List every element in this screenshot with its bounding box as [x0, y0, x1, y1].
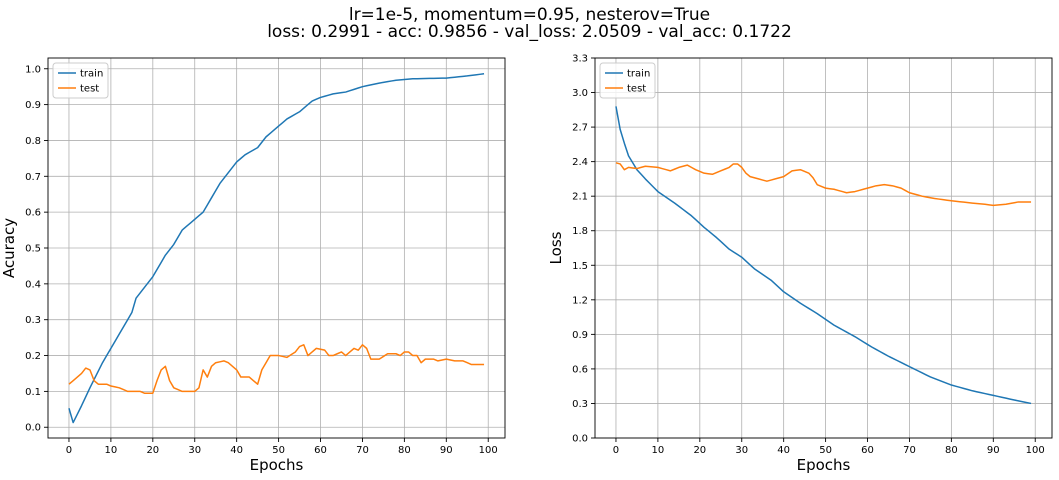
y-tick-label: 0.0 — [25, 423, 41, 434]
y-tick-label: 0.4 — [25, 279, 41, 290]
x-tick-label: 20 — [146, 445, 159, 456]
y-tick-label: 0.9 — [25, 100, 41, 111]
x-tick-label: 60 — [861, 445, 874, 456]
legend: train test — [599, 62, 656, 99]
y-tick-label: 2.1 — [572, 192, 588, 203]
x-tick-label: 0 — [66, 445, 72, 456]
figure-title-line-1: lr=1e-5, momentum=0.95, nesterov=True — [349, 5, 710, 25]
y-tick-label: 0.7 — [25, 172, 41, 183]
x-tick-label: 60 — [314, 445, 327, 456]
y-tick-label: 0.8 — [25, 136, 41, 147]
legend-box — [52, 62, 109, 99]
x-tick-label: 50 — [819, 445, 832, 456]
x-tick-label: 70 — [356, 445, 369, 456]
figure-title-line-2: loss: 0.2991 - acc: 0.9856 - val_loss: 2… — [267, 22, 792, 42]
loss-plot: 0 10 20 30 40 50 60 70 80 90 100 0.0 0.3 0.6 0.9 1.2 1.5… — [547, 54, 1053, 474]
legend-box — [599, 62, 656, 99]
series-line-train — [68, 73, 485, 424]
x-axis-label: Epochs — [797, 456, 851, 474]
accuracy-plot: 0 10 20 30 40 50 60 70 80 90 100 0.0 0.1 0.2 0.3 0.4 0.5… — [0, 57, 506, 474]
y-tick-label: 0.2 — [25, 351, 41, 362]
x-tick-label: 10 — [105, 445, 118, 456]
y-tick-label: 0.3 — [572, 399, 588, 410]
series-line-test — [615, 162, 1032, 207]
y-tick-label: 1.5 — [572, 261, 588, 272]
legend-label-train: train — [80, 69, 103, 80]
x-tick-label: 100 — [479, 445, 498, 456]
y-tick-label: 3.3 — [572, 54, 588, 65]
grid — [48, 58, 505, 438]
legend: train test — [52, 62, 109, 99]
y-tick-label: 1.0 — [25, 64, 41, 75]
y-tick-label: 0.5 — [25, 244, 41, 255]
y-tick-label: 2.4 — [572, 157, 588, 168]
y-tick-label: 0.6 — [25, 208, 41, 219]
x-tick-label: 30 — [188, 445, 201, 456]
x-tick-label: 70 — [903, 445, 916, 456]
series-line-test — [68, 344, 485, 394]
legend-label-train: train — [627, 69, 650, 80]
x-tick-label: 20 — [693, 445, 706, 456]
axes-frame — [594, 57, 1053, 439]
y-tick-label: 2.7 — [572, 123, 588, 134]
x-tick-label: 30 — [735, 445, 748, 456]
y-axis-label: Loss — [547, 231, 565, 264]
x-tick-label: 90 — [987, 445, 1000, 456]
x-tick-label: 90 — [440, 445, 453, 456]
x-tick-label: 50 — [272, 445, 285, 456]
y-tick-label: 0.1 — [25, 387, 41, 398]
x-tick-label: 0 — [613, 445, 619, 456]
x-tick-label: 80 — [398, 445, 411, 456]
y-axis-label: Acuracy — [0, 218, 18, 278]
x-tick-label: 80 — [945, 445, 958, 456]
y-tick-label: 1.2 — [572, 295, 588, 306]
y-tick-label: 1.8 — [572, 226, 588, 237]
x-tick-label: 40 — [230, 445, 243, 456]
series-line-train — [615, 106, 1032, 405]
legend-label-test: test — [80, 84, 99, 95]
y-tick-label: 0.6 — [572, 364, 588, 375]
legend-label-test: test — [627, 84, 646, 95]
y-tick-label: 0.9 — [572, 330, 588, 341]
y-tick-label: 0.0 — [572, 434, 588, 445]
x-tick-label: 10 — [652, 445, 665, 456]
x-axis-label: Epochs — [250, 456, 304, 474]
x-tick-label: 40 — [777, 445, 790, 456]
y-tick-label: 3.0 — [572, 88, 588, 99]
x-tick-label: 100 — [1026, 445, 1045, 456]
y-tick-label: 0.3 — [25, 315, 41, 326]
grid — [595, 57, 1052, 439]
